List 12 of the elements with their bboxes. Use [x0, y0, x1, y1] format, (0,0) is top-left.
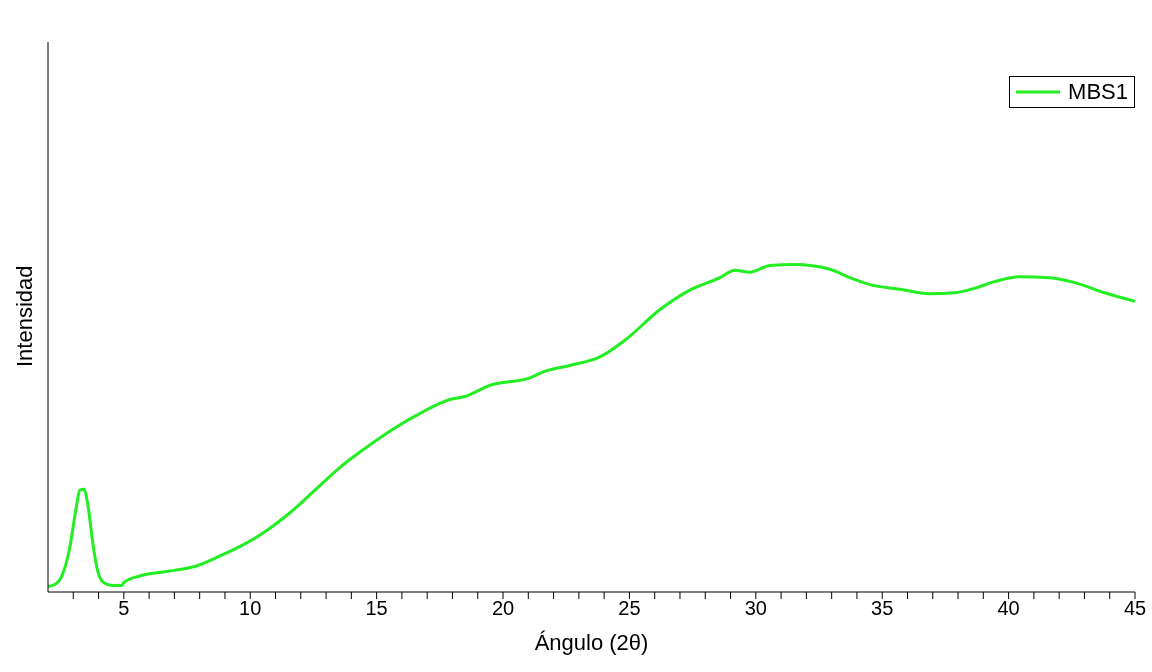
x-tick-label: 5	[118, 597, 130, 620]
y-axis-title: Intensidad	[11, 265, 37, 367]
x-tick-label: 35	[871, 597, 894, 620]
x-tick-label: 30	[744, 597, 767, 620]
x-tick-label: 10	[239, 597, 262, 620]
x-tick-label: 15	[365, 597, 388, 620]
x-tick-label: 25	[618, 597, 641, 620]
x-axis-title: Ángulo (2θ)	[534, 630, 649, 655]
x-tick-label: 45	[1123, 597, 1147, 620]
x-tick-label: 20	[491, 597, 515, 620]
legend-label: MBS1	[1068, 79, 1128, 105]
x-tick-label: 40	[997, 597, 1020, 620]
